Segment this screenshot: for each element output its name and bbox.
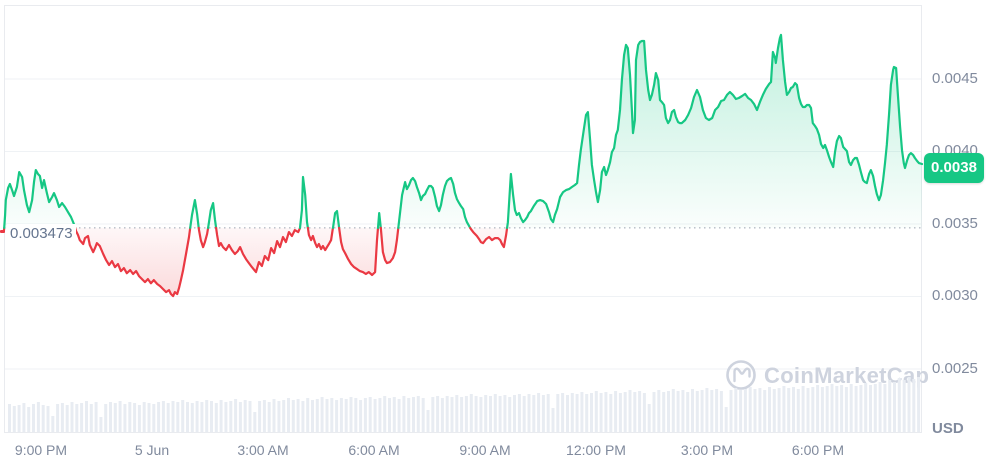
y-axis-tick: 0.0045 <box>932 70 978 87</box>
price-line <box>2 33 924 298</box>
watermark-m-glyph <box>733 367 751 383</box>
x-axis-tick: 3:00 PM <box>680 442 734 458</box>
coinmarketcap-logo-icon <box>726 360 756 390</box>
x-axis-tick: 9:00 AM <box>459 442 511 458</box>
y-axis-unit-label: USD <box>932 420 964 437</box>
volume-bars <box>8 377 921 432</box>
baseline-price-label: 0.003473 <box>7 224 76 243</box>
y-axis-tick: 0.0025 <box>932 360 978 377</box>
x-axis-tick: 12:00 PM <box>566 442 626 458</box>
y-axis-tick: 0.0030 <box>932 287 978 304</box>
watermark-text: CoinMarketCap <box>764 363 929 388</box>
y-axis-tick: 0.0035 <box>932 215 978 232</box>
x-axis-tick: 6:00 PM <box>791 442 845 458</box>
coinmarketcap-watermark: CoinMarketCap <box>726 360 929 390</box>
baseline-price-marker <box>0 230 5 233</box>
current-price-badge: 0.0038 <box>924 153 984 183</box>
x-axis-tick: 6:00 AM <box>348 442 400 458</box>
x-axis-tick: 5 Jun <box>134 442 170 458</box>
x-axis-tick: 3:00 AM <box>237 442 289 458</box>
x-axis-tick: 9:00 PM <box>14 442 68 458</box>
